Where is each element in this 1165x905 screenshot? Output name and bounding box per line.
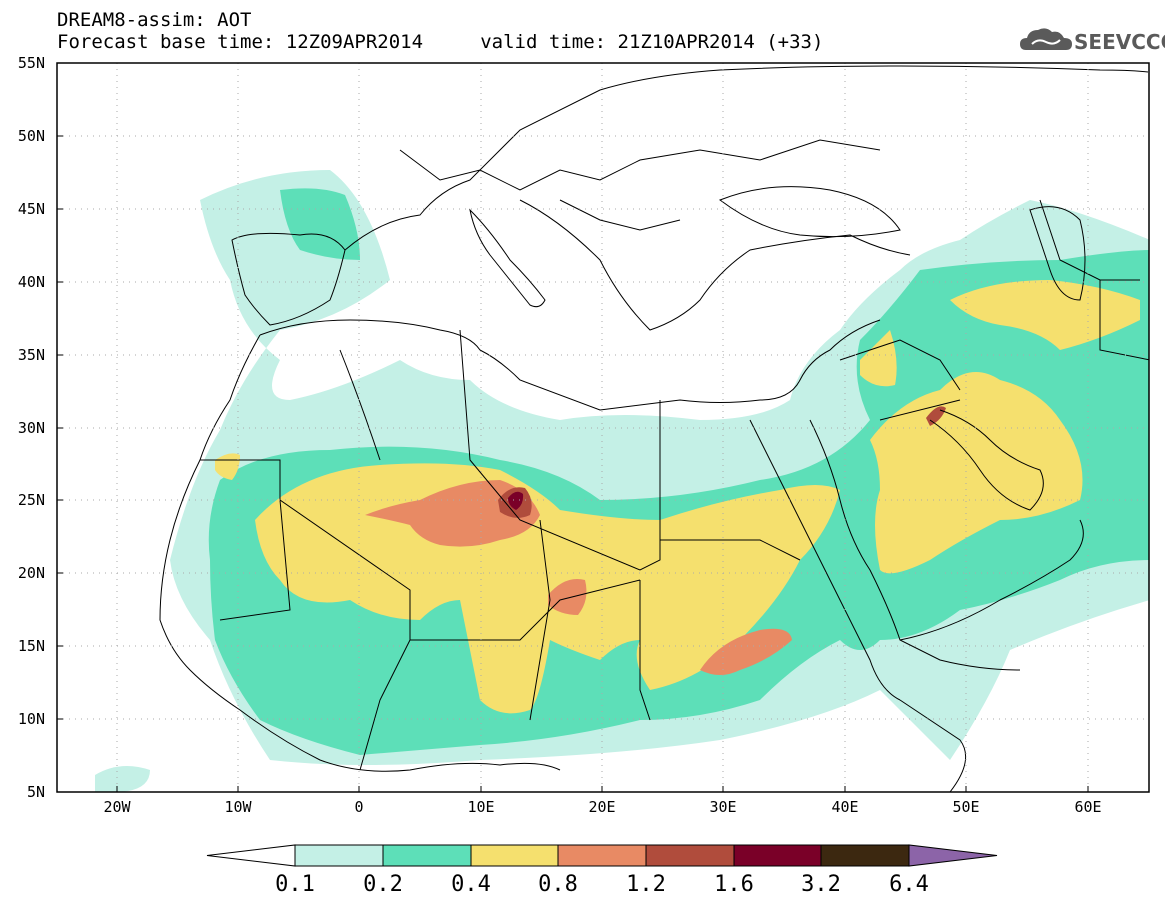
lon-label: 10W — [224, 798, 252, 816]
colorbar-label: 0.8 — [518, 872, 598, 897]
lat-label: 15N — [18, 637, 45, 655]
contour-0.1 — [95, 766, 150, 792]
colorbar-label: 1.2 — [606, 872, 686, 897]
lon-label: 50E — [952, 798, 979, 816]
lat-label: 40N — [18, 273, 45, 291]
coastline-balkans — [520, 200, 910, 330]
lat-label: 35N — [18, 346, 45, 364]
colorbar-label: 6.4 — [869, 872, 949, 897]
lon-label: 30E — [709, 798, 736, 816]
lon-label: 40E — [831, 798, 858, 816]
colorbar-label: 0.1 — [255, 872, 335, 897]
lat-label: 20N — [18, 564, 45, 582]
aot-contours — [95, 170, 1150, 792]
colorbar-segment — [646, 845, 734, 866]
colorbar-label: 0.2 — [343, 872, 423, 897]
coastline-blacksea — [720, 187, 900, 237]
lat-label: 45N — [18, 200, 45, 218]
colorbar — [207, 845, 997, 866]
lon-label: 10E — [467, 798, 494, 816]
lat-labels: 55N 50N 45N 40N 35N 30N 25N 20N 15N 10N … — [18, 54, 45, 801]
lat-label: 55N — [18, 54, 45, 72]
lon-label: 0 — [354, 798, 363, 816]
colorbar-label: 1.6 — [694, 872, 774, 897]
colorbar-segment — [734, 845, 821, 866]
colorbar-segment — [821, 845, 909, 866]
colorbar-right-arrow — [909, 845, 997, 866]
colorbar-left-arrow — [207, 845, 295, 866]
lon-label: 20W — [103, 798, 131, 816]
colorbar-segment — [471, 845, 558, 866]
lon-label: 60E — [1074, 798, 1101, 816]
lat-label: 25N — [18, 491, 45, 509]
colorbar-segment — [383, 845, 471, 866]
colorbar-label: 3.2 — [781, 872, 861, 897]
lat-label: 5N — [27, 783, 45, 801]
lat-label: 30N — [18, 419, 45, 437]
colorbar-segment — [295, 845, 383, 866]
lat-label: 50N — [18, 127, 45, 145]
lat-label: 10N — [18, 710, 45, 728]
coastline-italy — [470, 210, 545, 307]
colorbar-label: 0.4 — [431, 872, 511, 897]
colorbar-segment — [558, 845, 646, 866]
lon-label: 20E — [588, 798, 615, 816]
lon-labels: 20W 10W 0 10E 20E 30E 40E 50E 60E — [103, 798, 1101, 816]
